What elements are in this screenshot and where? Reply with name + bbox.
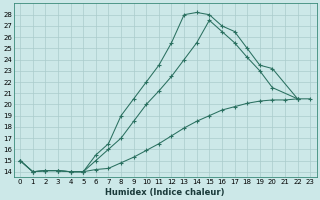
X-axis label: Humidex (Indice chaleur): Humidex (Indice chaleur) (106, 188, 225, 197)
